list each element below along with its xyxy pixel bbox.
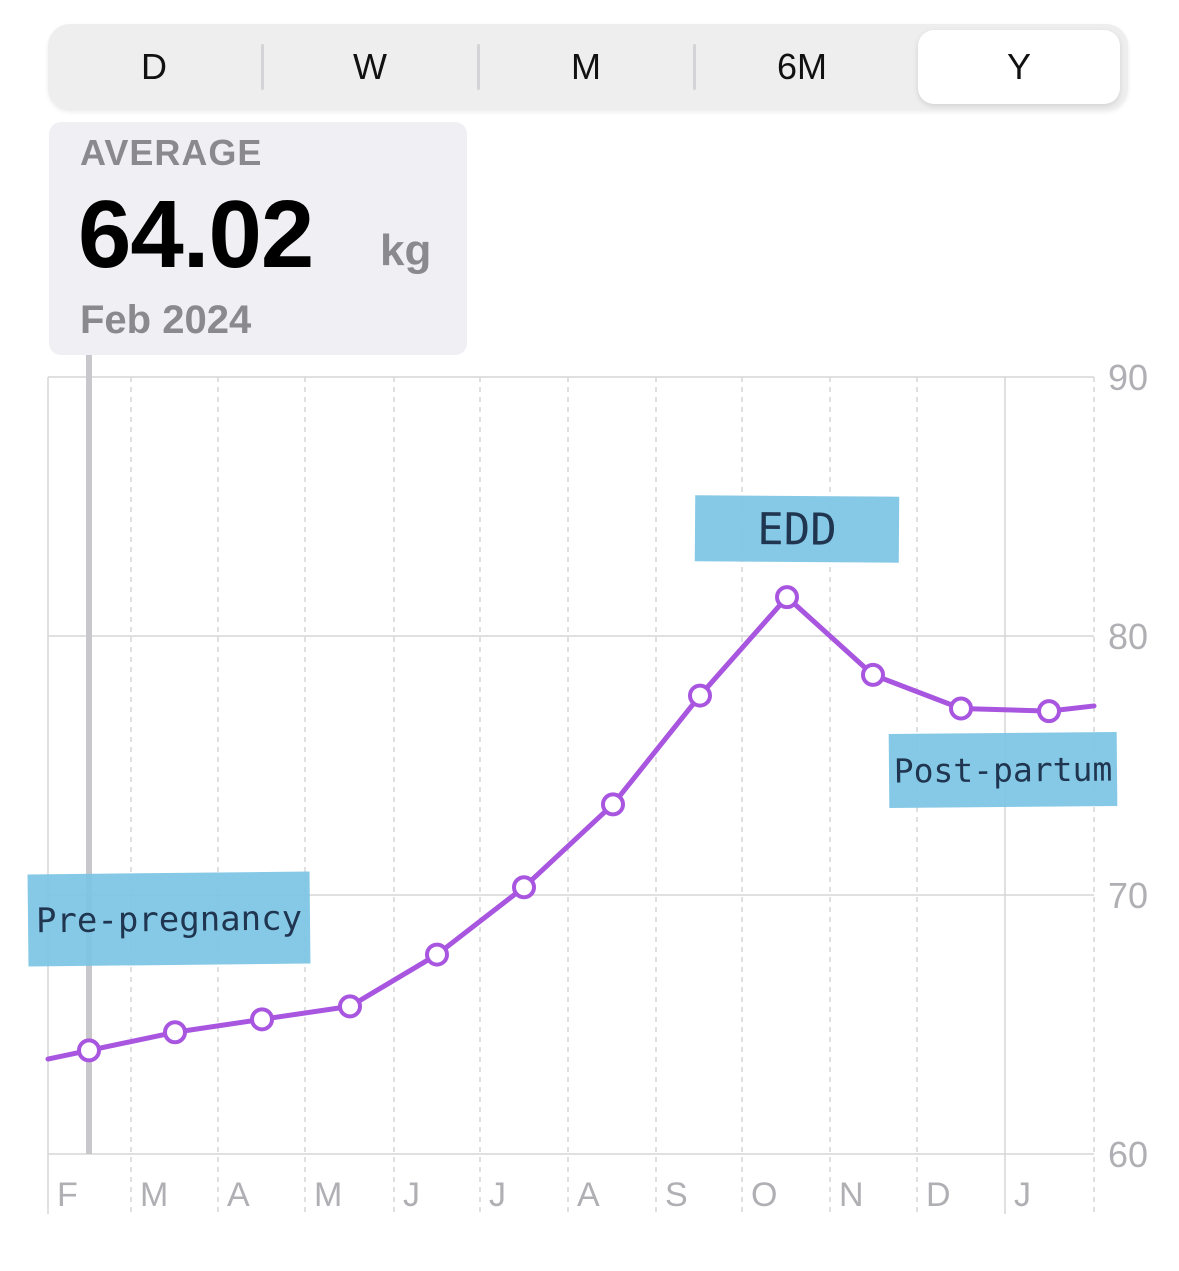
- average-label: AVERAGE: [80, 132, 263, 173]
- tape-background: [888, 732, 1118, 808]
- x-tick-label: N: [839, 1176, 864, 1214]
- range-option-year[interactable]: Y: [918, 30, 1120, 104]
- x-tick-label: O: [751, 1176, 777, 1214]
- annotation-tape: EDD: [694, 495, 900, 563]
- data-point: [77, 1038, 101, 1063]
- tape-background: [694, 495, 900, 563]
- range-divider: [261, 44, 264, 90]
- data-point: [250, 1007, 274, 1032]
- annotation-label: EDD: [757, 504, 837, 556]
- average-summary-card: AVERAGE 64.02 kg Feb 2024: [49, 122, 467, 355]
- range-option-day[interactable]: D: [141, 46, 167, 87]
- annotation-tape: Post-partum: [888, 732, 1118, 808]
- data-point: [512, 875, 536, 900]
- data-point: [601, 792, 625, 817]
- data-point: [425, 942, 449, 967]
- weight-series-line: [45, 594, 1097, 1062]
- range-option-week[interactable]: W: [353, 46, 387, 87]
- data-point: [688, 683, 712, 708]
- x-tick-label: J: [489, 1176, 506, 1214]
- y-tick-label: 80: [1108, 616, 1148, 657]
- data-point: [338, 994, 362, 1019]
- time-range-picker: D W M 6M Y: [48, 24, 1128, 110]
- range-option-month[interactable]: M: [571, 46, 601, 87]
- average-unit: kg: [380, 226, 432, 275]
- range-option-6-month[interactable]: 6M: [776, 46, 827, 87]
- x-tick-label: J: [1014, 1176, 1031, 1214]
- annotation-label: Pre-pregnancy: [36, 899, 303, 942]
- y-tick-label: 60: [1108, 1134, 1148, 1175]
- data-point: [775, 585, 799, 610]
- data-point: [949, 696, 973, 721]
- annotation-label: Post-partum: [894, 750, 1113, 791]
- x-tick-label: A: [227, 1176, 250, 1214]
- data-point: [1037, 699, 1061, 724]
- x-tick-label: A: [577, 1176, 600, 1214]
- x-tick-label: M: [140, 1176, 168, 1214]
- range-divider: [477, 44, 480, 90]
- annotation-tape: Pre-pregnancy: [27, 871, 311, 967]
- x-tick-label: J: [403, 1176, 420, 1214]
- x-tick-label: D: [926, 1176, 951, 1214]
- y-tick-label: 90: [1108, 357, 1148, 398]
- x-tick-label: F: [57, 1176, 78, 1214]
- average-period: Feb 2024: [80, 298, 252, 342]
- tape-background: [27, 871, 311, 967]
- average-value: 64.02: [78, 181, 314, 288]
- data-point: [163, 1020, 187, 1045]
- data-point: [861, 662, 885, 687]
- range-divider: [693, 44, 696, 90]
- y-tick-label: 70: [1108, 875, 1148, 916]
- x-tick-label: M: [314, 1176, 342, 1214]
- x-tick-label: S: [665, 1176, 688, 1214]
